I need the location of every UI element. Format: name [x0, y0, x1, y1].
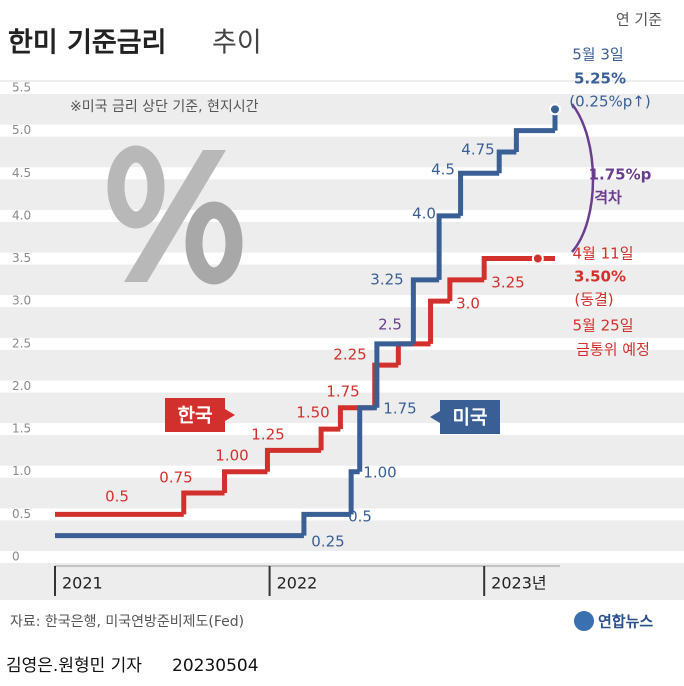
step-segment [264, 447, 322, 472]
shared-label: 2.5 [378, 316, 402, 334]
end-point [549, 103, 561, 116]
step-segment [222, 469, 268, 494]
y-tick-label: 2.0 [12, 379, 31, 393]
series [55, 109, 558, 539]
step-segment [410, 277, 440, 344]
us-date: 5월 3일 [572, 46, 623, 64]
y-tick-label: 0.5 [12, 507, 31, 521]
unit-label: 연 기준 [616, 11, 662, 29]
y-tick-label: 5.0 [12, 123, 31, 137]
value-label: 1.75 [326, 383, 359, 401]
note: ※미국 금리 상단 기준, 현지시간 [70, 99, 259, 115]
percent-icon [107, 145, 243, 285]
y-tick-label: 4.0 [12, 208, 31, 222]
value-label: 0.5 [105, 488, 129, 506]
x-tick-label: 2021 [62, 574, 103, 593]
value-label: 0.75 [159, 469, 192, 487]
value-label: 1.75 [383, 400, 416, 418]
y-tick-label: 0 [12, 550, 20, 564]
gap: 1.75%p [589, 166, 652, 184]
byline: 김영은.원형민 기자 [6, 656, 142, 676]
kr-next: 5월 25일 [573, 317, 634, 335]
chart-title-light: 추이 [212, 28, 262, 59]
y-tick-label: 2.5 [12, 336, 31, 350]
value-label: 1.00 [215, 447, 248, 465]
kr-status: (동결) [574, 291, 613, 309]
logo: 연합뉴스 [598, 613, 653, 631]
step-segment [357, 405, 377, 472]
step-segment [181, 490, 225, 515]
gap-bracket [571, 103, 595, 253]
value-label: 3.25 [491, 274, 524, 292]
gap-label: 격차 [594, 189, 622, 207]
step-segment [348, 469, 360, 515]
logo-icon [574, 611, 594, 631]
legend-label: 미국 [453, 407, 488, 429]
step-segment [428, 298, 450, 344]
grid [0, 82, 684, 563]
plot [55, 109, 558, 539]
value-label: 0.5 [348, 508, 372, 526]
value-label: 1.00 [363, 464, 396, 482]
step-segment [374, 341, 414, 408]
legend-box [430, 400, 500, 434]
us-change: (0.25%p↑) [569, 93, 650, 111]
value-label: 2.25 [333, 346, 366, 364]
legend-label: 한국 [178, 405, 213, 427]
y-tick-label: 4.5 [12, 166, 31, 180]
date: 20230504 [172, 656, 259, 676]
x-tick-label: 2023년 [491, 574, 546, 593]
y-tick-label: 3.5 [12, 251, 31, 265]
value-label: 4.5 [431, 161, 455, 179]
x-tick-label: 2022 [277, 574, 318, 593]
step-segment [481, 256, 538, 280]
value-label: 1.25 [251, 426, 284, 444]
step-segment [318, 426, 341, 451]
step-segment [301, 511, 352, 536]
step-segment [447, 277, 485, 302]
step-segment [436, 213, 461, 280]
y-tick-label: 3.0 [12, 294, 31, 308]
step-segment [458, 170, 500, 216]
source: 자료: 한국은행, 미국연방준비제도(Fed) [10, 614, 244, 630]
value-label: 4.0 [412, 205, 436, 223]
value-label: 3.25 [370, 271, 403, 289]
value-label: 0.25 [311, 533, 344, 551]
us-rate: 5.25% [574, 70, 626, 88]
kr-rate: 3.50% [574, 268, 626, 286]
legend-box [165, 398, 235, 432]
footer-background [0, 600, 684, 686]
step-segment [513, 128, 555, 152]
kr-date: 4월 11일 [573, 245, 634, 263]
kr-next-label: 금통위 예정 [576, 341, 650, 359]
y-tick-label: 1.0 [12, 464, 31, 478]
value-label: 4.75 [461, 141, 494, 159]
end-point [531, 252, 544, 265]
step-segment [496, 149, 517, 174]
value-label: 1.50 [296, 404, 329, 422]
y-tick-label: 1.5 [12, 422, 31, 436]
y-tick-label: 5.5 [12, 81, 31, 95]
value-label: 3.0 [456, 295, 480, 313]
chart-title: 한미 기준금리 [8, 28, 166, 59]
